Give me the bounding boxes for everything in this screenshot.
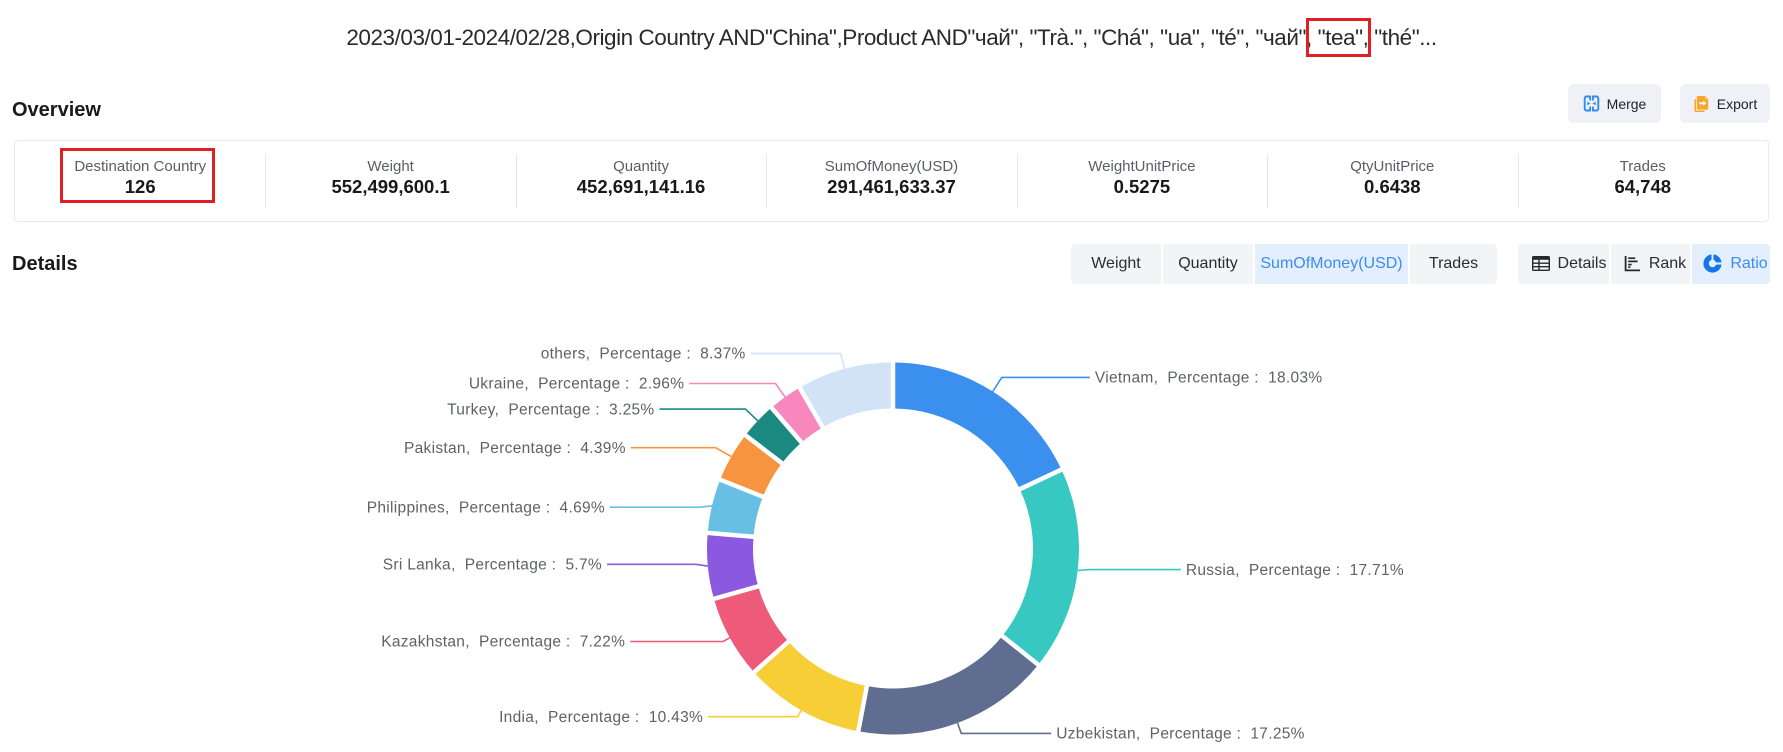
svg-text:Sri Lanka, Percentage : 5.7%: Sri Lanka, Percentage : 5.7% — [383, 557, 602, 574]
svg-text:Uzbekistan, Percentage : 17.: Uzbekistan, Percentage : 17.25% — [1056, 726, 1305, 743]
svg-text:Russia, Percentage : 17.71%: Russia, Percentage : 17.71% — [1186, 562, 1404, 579]
svg-text:Ukraine, Percentage : 2.96%: Ukraine, Percentage : 2.96% — [469, 376, 684, 393]
svg-text:Vietnam, Percentage : 18.03%: Vietnam, Percentage : 18.03% — [1095, 370, 1323, 387]
svg-text:Turkey, Percentage : 3.25%: Turkey, Percentage : 3.25% — [447, 401, 654, 418]
svg-text:Pakistan, Percentage : 4.39%: Pakistan, Percentage : 4.39% — [404, 440, 626, 457]
svg-text:India, Percentage : 10.43%: India, Percentage : 10.43% — [499, 709, 703, 726]
svg-text:others, Percentage : 8.37%: others, Percentage : 8.37% — [541, 346, 746, 363]
svg-text:Philippines, Percentage : 4.: Philippines, Percentage : 4.69% — [367, 499, 605, 516]
svg-text:Kazakhstan, Percentage : 7.2: Kazakhstan, Percentage : 7.22% — [381, 634, 625, 651]
